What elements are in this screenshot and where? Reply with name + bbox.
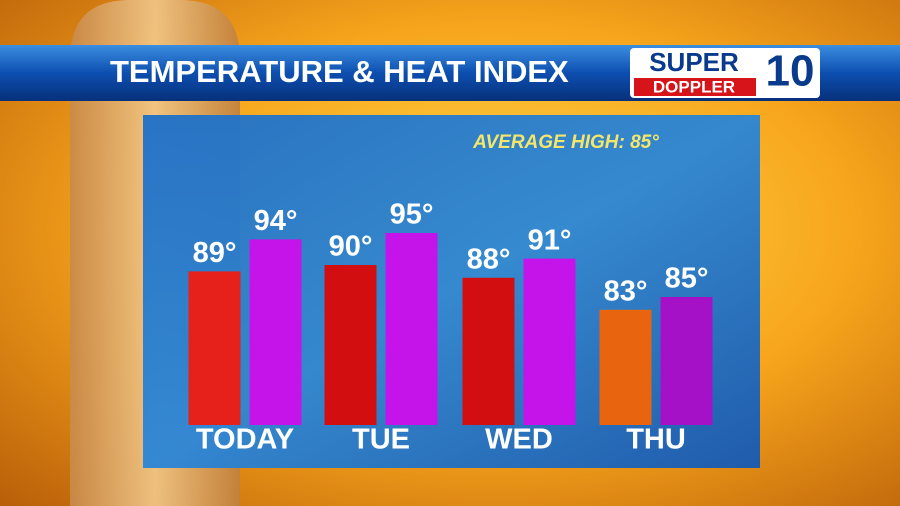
bar	[462, 277, 515, 425]
x-tick-label: TUE	[352, 424, 410, 456]
logo-number: 10	[766, 47, 815, 96]
x-tick-label: THU	[626, 424, 686, 456]
logo-text: SUPER	[649, 47, 739, 77]
bar	[523, 258, 576, 425]
x-tick-label: WED	[485, 424, 553, 456]
value-label: 89°	[193, 237, 237, 269]
logo-strip	[634, 78, 756, 96]
bar	[660, 297, 713, 425]
bar	[249, 239, 302, 425]
x-tick-label: TODAY	[196, 424, 294, 456]
logo: SUPER DOPPLER 10	[630, 47, 820, 98]
annotation: AVERAGE HIGH: 85°	[472, 132, 659, 153]
bar	[324, 265, 377, 425]
value-label: 90°	[329, 231, 373, 263]
bar	[599, 309, 652, 425]
value-label: 85°	[665, 263, 709, 295]
value-label: 94°	[254, 205, 298, 237]
bar	[188, 271, 241, 425]
chart-panel	[143, 115, 760, 468]
value-label: 91°	[528, 224, 572, 256]
value-label: 88°	[467, 243, 511, 275]
title: TEMPERATURE & HEAT INDEX	[110, 54, 569, 89]
logo-text: DOPPLER	[653, 77, 735, 96]
value-label: 83°	[604, 275, 648, 307]
value-label: 95°	[390, 199, 434, 231]
bar	[385, 233, 438, 425]
